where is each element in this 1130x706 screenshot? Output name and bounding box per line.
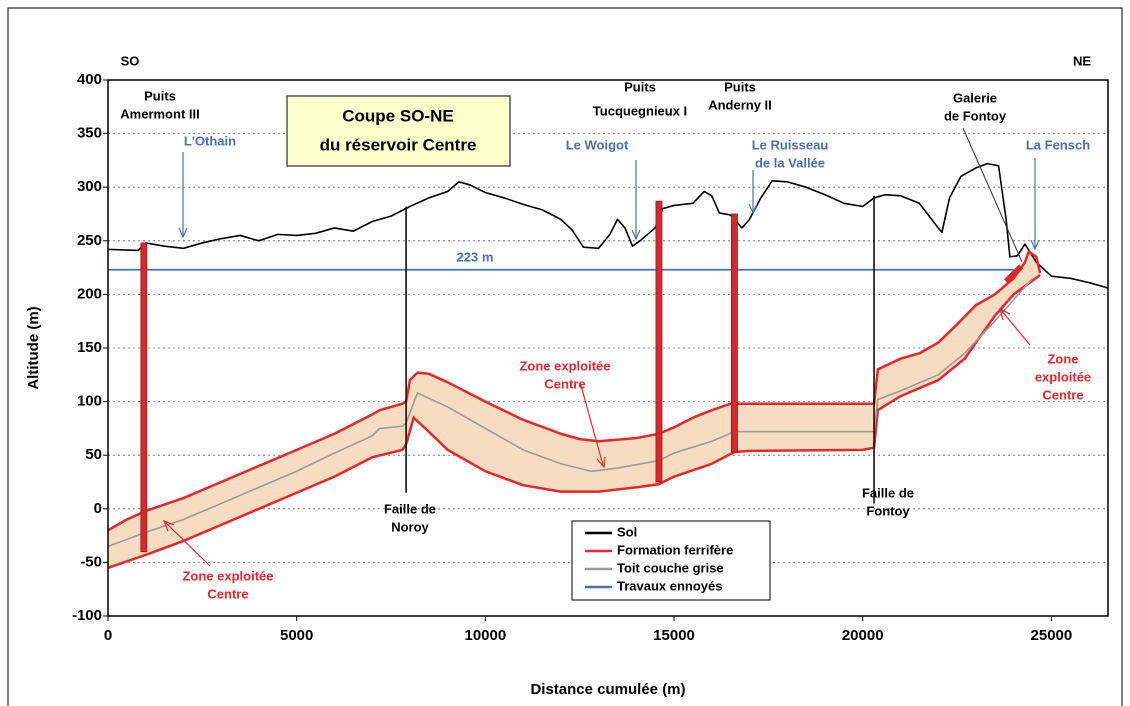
gallery — [1003, 264, 1024, 284]
annotation: Amermont III — [120, 106, 199, 121]
chart-title: du réservoir Centre — [320, 135, 477, 154]
x-axis-label: Distance cumulée (m) — [530, 681, 685, 698]
annotation: Zone exploitée — [519, 358, 610, 373]
annotation: Noroy — [391, 519, 429, 534]
annotation: Zone exploitée — [182, 568, 273, 583]
y-tick-label: 150 — [77, 339, 102, 356]
series-line — [107, 162, 1109, 289]
legend-label: Travaux ennoyés — [617, 578, 723, 593]
annotation: NE — [1073, 53, 1091, 68]
title-box — [286, 95, 511, 167]
series-line — [107, 277, 1034, 548]
formation-bottom — [107, 274, 1041, 569]
chart-title: Coupe SO-NE — [342, 106, 453, 125]
y-tick-label: 100 — [77, 393, 102, 410]
y-tick-label: -50 — [80, 553, 102, 570]
annotation: Anderny II — [708, 97, 772, 112]
series-line — [107, 250, 1042, 532]
arrows — [178, 152, 1040, 251]
annotation: Puits — [144, 88, 176, 103]
annotation: SO — [121, 53, 140, 68]
annotation: Tucquegnieux I — [593, 103, 687, 118]
y-tick-label: 250 — [77, 232, 102, 249]
annotation: L'Othain — [184, 133, 236, 148]
x-tick-label: 15000 — [653, 627, 695, 644]
annotation: 223 m — [457, 249, 494, 264]
legend-label: Formation ferrifère — [617, 542, 733, 557]
annotation: Centre — [207, 586, 248, 601]
annotation: Centre — [1042, 387, 1083, 402]
annotation: Puits — [724, 79, 756, 94]
annotation: Fontoy — [866, 503, 910, 518]
y-axis-label: Altitude (m) — [25, 306, 42, 389]
annotation: de la Vallée — [755, 155, 825, 170]
annotation: de Fontoy — [944, 108, 1007, 123]
shaft — [731, 213, 738, 453]
annotation: Zone — [1047, 351, 1078, 366]
y-tick-label: 300 — [77, 178, 102, 195]
annotation: Puits — [624, 79, 656, 94]
annotation: Galerie — [953, 90, 997, 105]
legend-label: Toit couche grise — [617, 560, 724, 575]
y-tick-label: 400 — [77, 71, 102, 88]
annotation: Faille de — [384, 501, 436, 516]
y-tick-label: 200 — [77, 285, 102, 302]
y-tick-label: 0 — [94, 500, 102, 517]
annotation: Faille de — [862, 485, 914, 500]
shaft — [655, 200, 663, 483]
legend-label: Sol — [617, 524, 637, 539]
formation-fill — [108, 251, 1041, 568]
x-tick-label: 20000 — [842, 627, 884, 644]
annotation: La Fensch — [1026, 137, 1090, 152]
x-tick-label: 0 — [104, 627, 112, 644]
annotation: Le Ruisseau — [752, 137, 829, 152]
y-tick-label: 350 — [77, 125, 102, 142]
gallery-pointer — [962, 127, 1023, 263]
x-tick-label: 10000 — [464, 627, 506, 644]
frame — [7, 7, 1123, 706]
y-tick-label: 50 — [85, 446, 102, 463]
shaft — [140, 242, 148, 553]
annotation: Le Woigot — [566, 137, 629, 152]
annotation: Centre — [544, 376, 585, 391]
plot-frame — [107, 79, 1109, 617]
annotation: exploitée — [1035, 369, 1091, 384]
x-tick-label: 5000 — [280, 627, 313, 644]
x-tick-label: 25000 — [1031, 627, 1073, 644]
zone-arrows — [162, 307, 1031, 567]
y-tick-label: -100 — [72, 607, 102, 624]
